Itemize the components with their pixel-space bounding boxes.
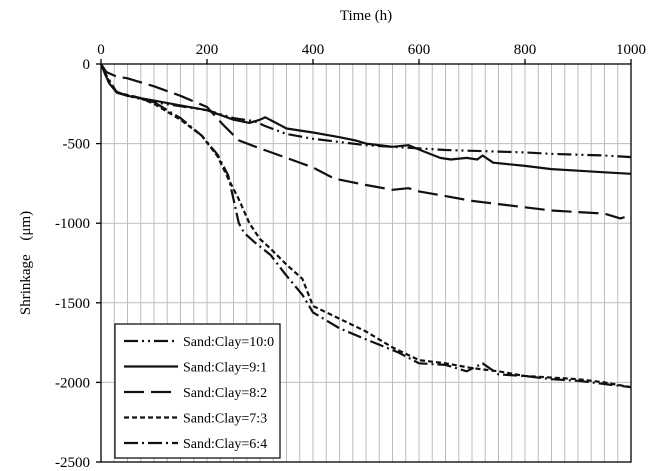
series-line-2 [99, 63, 632, 175]
y-tick-label: 0 [83, 57, 91, 73]
y-tick-label: -500 [63, 137, 91, 153]
legend-label: Sand:Clay=8:2 [183, 386, 267, 401]
grid [101, 64, 631, 462]
legend-label: Sand:Clay=6:4 [183, 437, 267, 452]
legend-label: Sand:Clay=7:3 [183, 412, 267, 427]
y-axis-title: Shrinkage (μm) [18, 211, 34, 315]
series-line-5 [100, 63, 632, 389]
y-axis-title-unit: (μm) [18, 211, 34, 241]
series [99, 63, 632, 389]
x-tick-label: 1000 [616, 42, 646, 58]
legend-label: Sand:Clay=10:0 [183, 335, 274, 350]
series-line-3 [100, 63, 632, 220]
plot-frame [100, 63, 632, 463]
y-tick-label: -2000 [55, 375, 90, 391]
axes: 0 200 400 600 800 1000 0 -500 -1000 -1500 -2000 -25… [55, 42, 646, 471]
y-tick-label: -2500 [55, 455, 90, 471]
legend-label: Sand:Clay=9:1 [183, 361, 267, 376]
y-tick-label: -1000 [55, 216, 90, 232]
x-tick-label: 200 [196, 42, 219, 58]
x-tick-label: 600 [408, 42, 431, 58]
legend: Sand:Clay=10:0 Sand:Clay=9:1 Sand:Clay=8:2… [114, 323, 281, 459]
x-axis-title: Time (h) [340, 8, 392, 24]
x-tick-label: 800 [514, 42, 537, 58]
y-axis-title-text: Shrinkage [18, 254, 34, 315]
x-tick-label: 0 [97, 42, 105, 58]
y-tick-label: -1500 [55, 296, 90, 312]
x-tick-label: 400 [302, 42, 325, 58]
series-line-4 [99, 63, 632, 389]
